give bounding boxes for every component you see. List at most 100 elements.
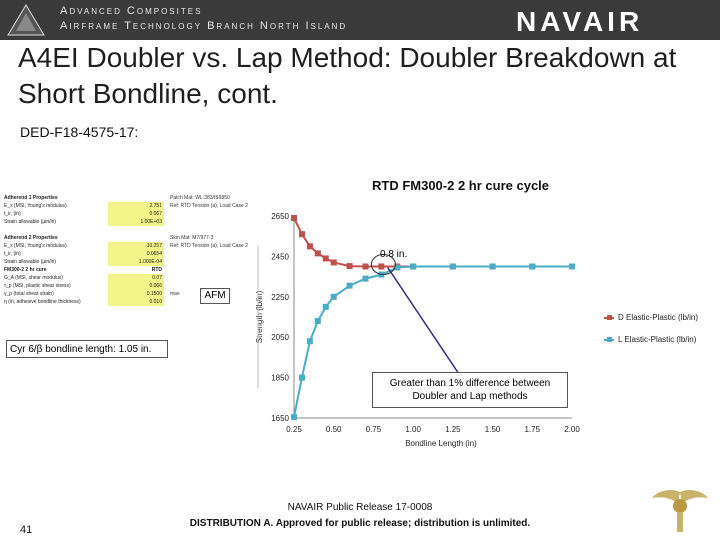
y-tick-label: 1650 bbox=[271, 414, 289, 423]
reference-properties-table: Adherend 1 Properties E_x (MSI, Young's m… bbox=[4, 194, 184, 330]
table-cell-value: RTD bbox=[151, 267, 162, 273]
table-cell-label: Strain allowable (µin/in) bbox=[4, 259, 57, 265]
legend-label-l: L Elastic-Plastic (lb/in) bbox=[618, 335, 697, 344]
table-row: E_x (MSI, Young's modulus) 2.751 bbox=[4, 202, 184, 210]
data-point-d bbox=[322, 255, 329, 262]
note-line bbox=[170, 218, 258, 226]
table-row: E_x (MSI, Young's modulus) 10.257 bbox=[4, 242, 184, 250]
table-cell-value: 1.00E+03 bbox=[108, 218, 164, 226]
legend-label-d: D Elastic-Plastic (lb/in) bbox=[618, 313, 699, 322]
note-line bbox=[170, 226, 258, 234]
y-tick-label: 2650 bbox=[271, 212, 289, 221]
table-row: η (in, adhesive bondline thickness) 0.010 bbox=[4, 298, 184, 306]
data-point-l bbox=[569, 263, 575, 270]
note-line: Ref: RTD Tension (a), Load Case 2 bbox=[170, 243, 248, 249]
legend-item-d: D Elastic-Plastic (lb/in) bbox=[604, 313, 698, 335]
table-row bbox=[4, 226, 184, 234]
data-point-d bbox=[529, 263, 536, 270]
table-cell-value: 1.000E-04 bbox=[108, 258, 164, 266]
table-cell-label: E_x (MSI, Young's modulus) bbox=[4, 243, 67, 249]
data-point-d bbox=[314, 250, 321, 257]
y-tick-label: 2250 bbox=[271, 293, 289, 302]
table-cell-label: G_A (MSI, shear modulus) bbox=[4, 275, 63, 281]
data-point-l bbox=[291, 413, 297, 420]
reference-notes: Patch Mat: WL:383/IS9350 Ref: RTD Tension… bbox=[170, 194, 258, 306]
data-point-l bbox=[378, 271, 385, 278]
x-tick-label: 0.25 bbox=[286, 425, 302, 434]
data-point-l bbox=[322, 303, 329, 310]
data-point-d bbox=[489, 263, 496, 270]
table-cell-value: 0.07 bbox=[108, 274, 164, 282]
table-cell-label: Adherend 1 Properties bbox=[4, 195, 58, 201]
cyr-bondline-label: Cyr 6/β bondline length: 1.05 in. bbox=[6, 340, 168, 358]
navair-logo: NAVAIR bbox=[516, 6, 644, 37]
data-point-d bbox=[346, 263, 353, 270]
data-point-d bbox=[378, 263, 385, 270]
difference-callout: Greater than 1% difference between Doubl… bbox=[372, 372, 568, 408]
afm-label: AFM bbox=[200, 288, 230, 304]
data-point-d bbox=[362, 263, 369, 270]
x-tick-label: 1.75 bbox=[524, 425, 540, 434]
data-point-l bbox=[306, 338, 313, 345]
org-line-2: Airframe Technology Branch North Island bbox=[60, 20, 348, 32]
legend-swatch-d bbox=[604, 315, 614, 320]
chart-title: RTD FM300-2 2 hr cure cycle bbox=[372, 178, 550, 193]
table-row: τ_p (MSI, plastic shear stress) 0.066 bbox=[4, 282, 184, 290]
bondline-point-label: 0.8 in. bbox=[380, 249, 408, 260]
table-row: G_A (MSI, shear modulus) 0.07 bbox=[4, 274, 184, 282]
table-row: Strain allowable (µin/in) 1.000E-04 bbox=[4, 258, 184, 266]
note-line: max bbox=[170, 291, 180, 297]
data-point-d bbox=[306, 243, 313, 250]
table-cell-value: 2.751 bbox=[108, 202, 164, 210]
data-point-d bbox=[410, 263, 417, 270]
org-line-1: Advanced Composites bbox=[60, 5, 203, 17]
table-cell-value: 0.067 bbox=[108, 210, 164, 218]
y-tick-label: 2050 bbox=[271, 333, 289, 342]
series-line-d bbox=[293, 217, 572, 268]
data-point-d bbox=[298, 231, 305, 238]
release-note: NAVAIR Public Release 17-0008 bbox=[287, 502, 433, 513]
table-cell-label: Adherend 2 Properties bbox=[4, 235, 58, 241]
data-point-l bbox=[314, 318, 321, 325]
legend-item-l: L Elastic-Plastic (lb/in) bbox=[604, 335, 698, 357]
data-point-d bbox=[449, 263, 456, 270]
x-tick-label: 0.75 bbox=[366, 425, 382, 434]
table-cell-label: η (in, adhesive bondline thickness) bbox=[4, 299, 81, 305]
table-cell-label: t_ir, (in) bbox=[4, 251, 21, 257]
table-cell-value bbox=[108, 194, 164, 202]
note-line bbox=[170, 210, 258, 218]
data-point-d bbox=[330, 259, 337, 266]
table-row: γ_p (total shear strain) 0.1500 bbox=[4, 290, 184, 298]
note-line: Skin Mat: M7/977-3 bbox=[170, 235, 214, 241]
data-point-d bbox=[394, 263, 401, 270]
x-axis-label: Bondline Length (in) bbox=[405, 439, 477, 448]
naval-aviator-wings-icon bbox=[652, 490, 708, 532]
table-cell-value: 0.1500 bbox=[108, 290, 164, 298]
table-row: Strain allowable (µin/in) 1.00E+03 bbox=[4, 218, 184, 226]
x-tick-label: 1.00 bbox=[405, 425, 421, 434]
chart-legend: D Elastic-Plastic (lb/in) L Elastic-Plas… bbox=[604, 313, 698, 357]
legend-swatch-l bbox=[604, 337, 614, 342]
table-cell-value: 0.010 bbox=[108, 298, 164, 306]
page-title: A4EI Doubler vs. Lap Method: Doubler Bre… bbox=[18, 42, 677, 109]
x-tick-label: 0.50 bbox=[326, 425, 342, 434]
table-row: FM300-2 2 hr cure RTD bbox=[4, 266, 184, 274]
note-line: Ref: RTD Tension (a), Load Case 2 bbox=[170, 203, 248, 209]
page-number: 41 bbox=[20, 524, 33, 536]
x-tick-label: 1.50 bbox=[485, 425, 501, 434]
table-row: Adherend 2 Properties bbox=[4, 234, 184, 242]
data-point-l bbox=[346, 282, 353, 289]
x-tick-label: 1.25 bbox=[445, 425, 461, 434]
document-id: DED-F18-4575-17: bbox=[20, 124, 139, 140]
data-point-l bbox=[362, 275, 369, 282]
data-point-l bbox=[449, 263, 456, 270]
data-point-l bbox=[298, 374, 305, 381]
table-cell-value: 10.257 bbox=[108, 242, 164, 250]
table-cell-label: E_x (MSI, Young's modulus) bbox=[4, 203, 67, 209]
table-cell-value bbox=[108, 234, 164, 242]
unit-emblem-icon bbox=[7, 4, 45, 36]
data-point-l bbox=[394, 264, 401, 271]
note-line bbox=[170, 266, 258, 274]
data-point-l bbox=[529, 263, 536, 270]
x-tick-label: 2.00 bbox=[564, 425, 580, 434]
